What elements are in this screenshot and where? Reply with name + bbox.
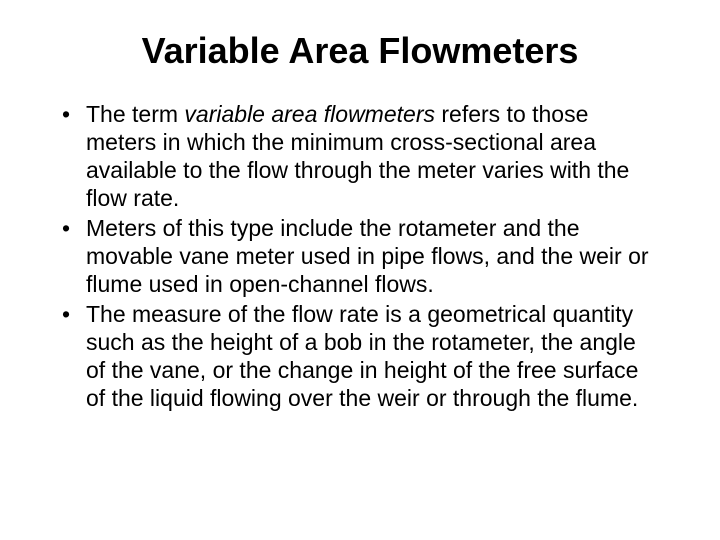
list-item: Meters of this type include the rotamete… [60,214,660,298]
bullet-text-pre: The term [86,101,184,127]
bullet-text-em: variable area flowmeters [184,101,435,127]
slide-title: Variable Area Flowmeters [50,30,670,72]
list-item: The term variable area flowmeters refers… [60,100,660,212]
bullet-text-pre: Meters of this type include the rotamete… [86,215,649,297]
slide: Variable Area Flowmeters The term variab… [0,0,720,540]
bullet-text-pre: The measure of the flow rate is a geomet… [86,301,638,411]
list-item: The measure of the flow rate is a geomet… [60,300,660,412]
bullet-list: The term variable area flowmeters refers… [50,100,670,413]
